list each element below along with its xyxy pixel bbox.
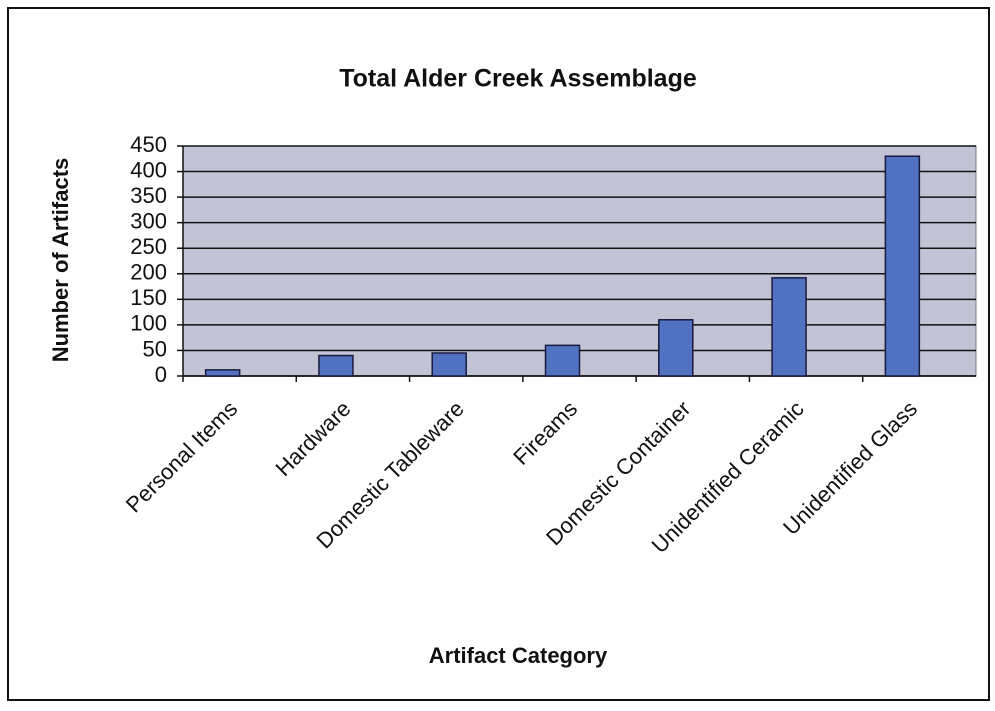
- plot-area: [182, 145, 977, 377]
- bar: [544, 344, 581, 377]
- y-tick-label: 200: [130, 260, 167, 285]
- y-tick-label: 250: [130, 234, 167, 259]
- y-tick-label: 300: [130, 208, 167, 233]
- bar: [318, 354, 354, 377]
- x-axis-label: Artifact Category: [429, 643, 608, 668]
- y-tick-label: 350: [130, 183, 167, 208]
- bar: [204, 369, 241, 377]
- bar: [658, 319, 694, 377]
- y-tick-label: 450: [130, 132, 167, 157]
- y-tick-label: 50: [143, 336, 167, 361]
- bar: [884, 155, 921, 377]
- y-tick-label: 0: [155, 362, 167, 387]
- bar: [771, 277, 807, 377]
- y-tick-label: 100: [130, 311, 167, 336]
- chart-title: Total Alder Creek Assemblage: [339, 65, 697, 93]
- y-tick-label: 150: [130, 285, 167, 310]
- bar: [431, 352, 467, 377]
- y-axis-label: Number of Artifacts: [48, 158, 73, 363]
- y-tick-label: 400: [130, 157, 167, 182]
